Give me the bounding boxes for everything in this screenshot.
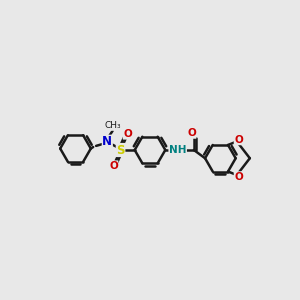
Text: O: O (109, 161, 118, 171)
Text: O: O (187, 128, 196, 138)
Text: O: O (234, 172, 243, 182)
Text: N: N (102, 135, 112, 148)
Text: O: O (234, 135, 243, 145)
Text: CH₃: CH₃ (105, 122, 122, 130)
Text: O: O (123, 129, 132, 139)
Text: NH: NH (169, 145, 186, 155)
Text: S: S (116, 143, 125, 157)
